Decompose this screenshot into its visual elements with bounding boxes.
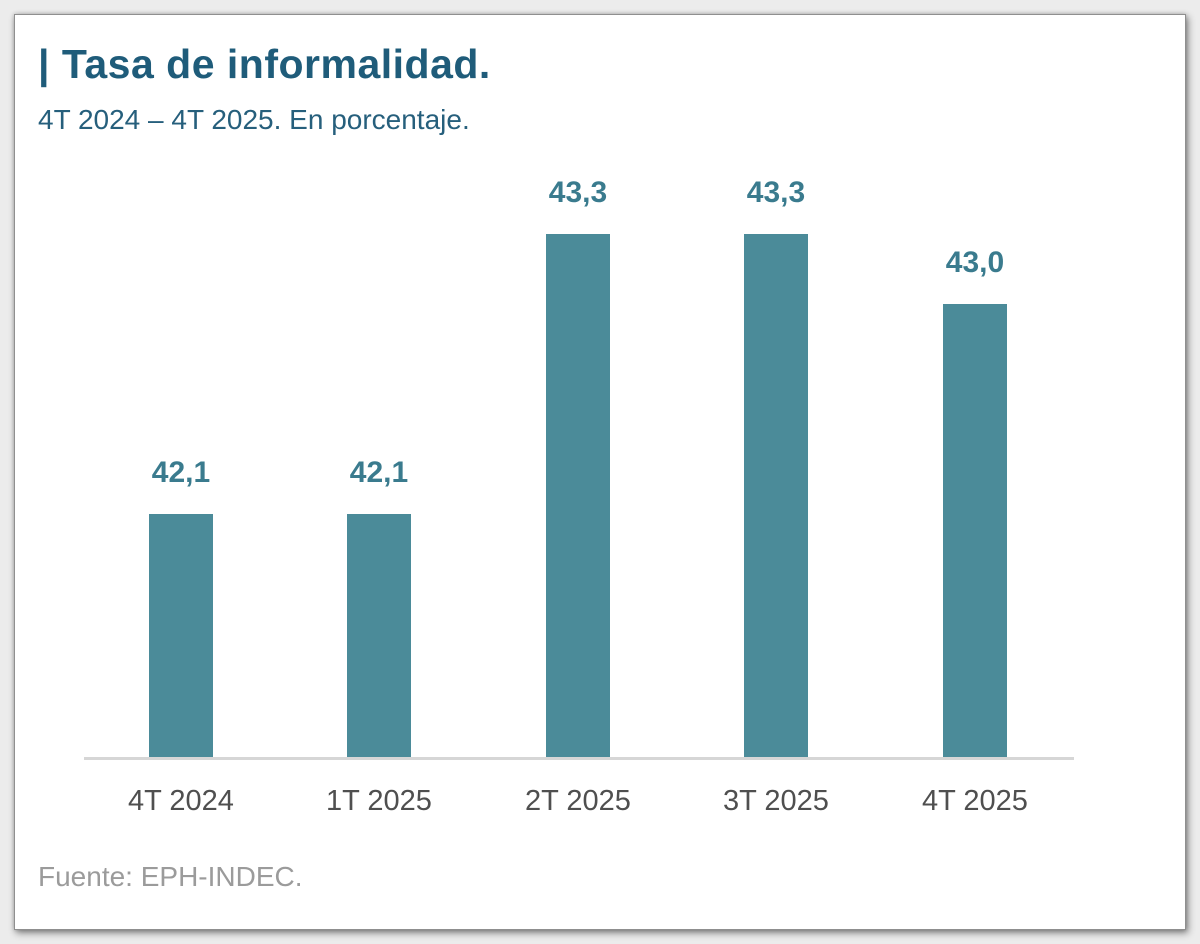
chart-subtitle: 4T 2024 – 4T 2025. En porcentaje. (38, 104, 470, 135)
x-axis-label-2t-2025: 2T 2025 (525, 785, 631, 817)
bar-2t-2025 (546, 234, 610, 759)
bar-value-label-1t-2025: 42,1 (349, 456, 409, 489)
x-axis-label-1t-2025: 1T 2025 (326, 785, 432, 817)
x-axis-label-3t-2025: 3T 2025 (723, 785, 829, 817)
x-axis-label-4t-2024: 4T 2024 (128, 785, 234, 817)
chart-title: | Tasa de informalidad. (38, 41, 491, 87)
x-axis-label-4t-2025: 4T 2025 (922, 785, 1028, 817)
x-axis-line (84, 757, 1074, 760)
bar-value-label-4t-2024: 42,1 (151, 456, 211, 489)
source-note: Fuente: EPH-INDEC. (38, 861, 303, 892)
bar-chart-plot-area: 42,1 42,1 43,3 43,3 43,0 (15, 15, 1185, 759)
bar-value-label-2t-2025: 43,3 (548, 176, 608, 209)
bar-value-label-3t-2025: 43,3 (746, 176, 806, 209)
bar-4t-2025 (943, 304, 1007, 759)
chart-card: 42,1 42,1 43,3 43,3 43,0 4T 2024 1T 2025 2T 20… (14, 14, 1186, 930)
bar-1t-2025 (347, 514, 411, 759)
bar-4t-2024 (149, 514, 213, 759)
bar-3t-2025 (744, 234, 808, 759)
bar-value-label-4t-2025: 43,0 (945, 246, 1005, 279)
